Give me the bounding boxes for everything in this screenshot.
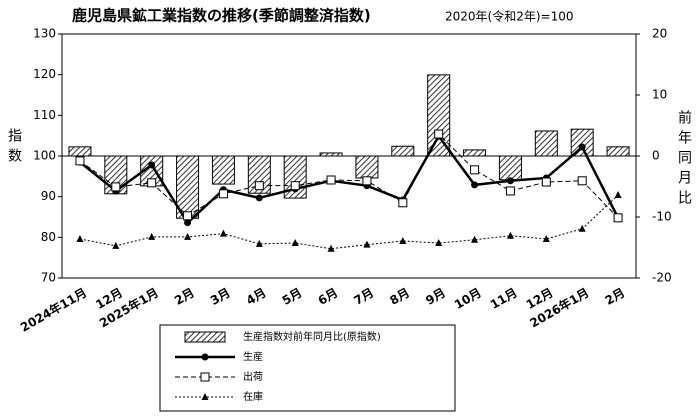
point xyxy=(327,244,335,252)
legend-swatch xyxy=(184,331,226,343)
point xyxy=(201,353,209,361)
point xyxy=(183,211,193,221)
point xyxy=(75,156,85,166)
point xyxy=(219,229,227,237)
point xyxy=(578,143,586,151)
point xyxy=(541,177,551,187)
y2-tick-label: 20 xyxy=(652,27,667,41)
bar xyxy=(68,146,92,157)
point xyxy=(218,189,228,199)
x-tick-label: 11月 xyxy=(488,286,520,312)
point xyxy=(290,181,300,191)
point xyxy=(255,239,263,247)
chart-subtitle: 2020年(令和2年)=100 xyxy=(445,9,574,24)
legend-label: 在庫 xyxy=(243,390,263,403)
y2-tick-label: 10 xyxy=(652,88,667,102)
legend-box xyxy=(159,324,456,412)
x-tick-label: 7月 xyxy=(352,286,377,308)
point xyxy=(506,177,514,185)
y2-tick-label: -20 xyxy=(652,271,672,285)
bar xyxy=(427,74,451,157)
point xyxy=(362,176,372,186)
bar xyxy=(463,149,487,157)
bar xyxy=(570,128,594,157)
x-tick-label: 9月 xyxy=(423,286,448,308)
bar xyxy=(498,155,522,181)
point xyxy=(363,240,371,248)
y-tick-label: 100 xyxy=(33,149,56,163)
x-tick-label: 3月 xyxy=(208,286,233,308)
point xyxy=(147,178,157,188)
point xyxy=(255,194,263,202)
point xyxy=(435,239,443,247)
point xyxy=(254,181,264,191)
point xyxy=(614,191,622,199)
y-tick-label: 80 xyxy=(41,230,56,244)
point xyxy=(577,176,587,186)
x-tick-label: 2024年11月 xyxy=(18,285,90,335)
point xyxy=(506,231,514,239)
bar xyxy=(391,145,415,157)
point xyxy=(184,219,192,227)
legend-label: 生産 xyxy=(243,350,263,363)
legend-label: 生産指数対前年同月比(原指数) xyxy=(243,330,381,343)
point xyxy=(200,372,210,382)
point xyxy=(148,232,156,240)
point xyxy=(291,239,299,247)
bar xyxy=(355,155,379,179)
point xyxy=(201,393,209,400)
y2-tick-label: -10 xyxy=(652,210,672,224)
y2-axis-label: 前年同月比 xyxy=(676,109,692,210)
point xyxy=(434,129,444,139)
x-tick-label: 5月 xyxy=(280,286,305,308)
point xyxy=(184,232,192,240)
x-tick-label: 2月 xyxy=(603,286,628,308)
y-axis-label: 指数 xyxy=(6,128,22,168)
point xyxy=(112,241,120,249)
y-tick-label: 70 xyxy=(41,271,56,285)
y2-tick-label: 0 xyxy=(652,149,660,163)
point xyxy=(398,198,408,208)
line xyxy=(79,133,620,225)
x-tick-label: 2月 xyxy=(172,286,197,308)
line xyxy=(79,194,619,250)
point xyxy=(148,161,156,169)
chart-title: 鹿児島県鉱工業指数の推移(季節調整済指数) xyxy=(72,7,371,25)
point xyxy=(399,236,407,244)
y-tick-label: 120 xyxy=(33,67,56,81)
x-tick-label: 6月 xyxy=(316,286,341,308)
x-tick-label: 4月 xyxy=(244,286,269,308)
point xyxy=(471,181,479,189)
point xyxy=(76,234,84,242)
point xyxy=(470,165,480,175)
point xyxy=(505,186,515,196)
bar xyxy=(534,130,558,157)
y-tick-label: 90 xyxy=(41,189,56,203)
point xyxy=(326,175,336,185)
point xyxy=(578,224,586,232)
y-tick-label: 130 xyxy=(33,27,56,41)
y-tick-label: 110 xyxy=(33,108,56,122)
legend-label: 出荷 xyxy=(243,370,263,383)
bar xyxy=(606,146,630,157)
point xyxy=(111,182,121,192)
x-tick-label: 8月 xyxy=(387,286,412,308)
point xyxy=(613,213,623,223)
x-tick-label: 10月 xyxy=(452,286,484,312)
point xyxy=(471,235,479,243)
bar xyxy=(211,155,235,185)
point xyxy=(542,234,550,242)
line xyxy=(79,133,619,219)
